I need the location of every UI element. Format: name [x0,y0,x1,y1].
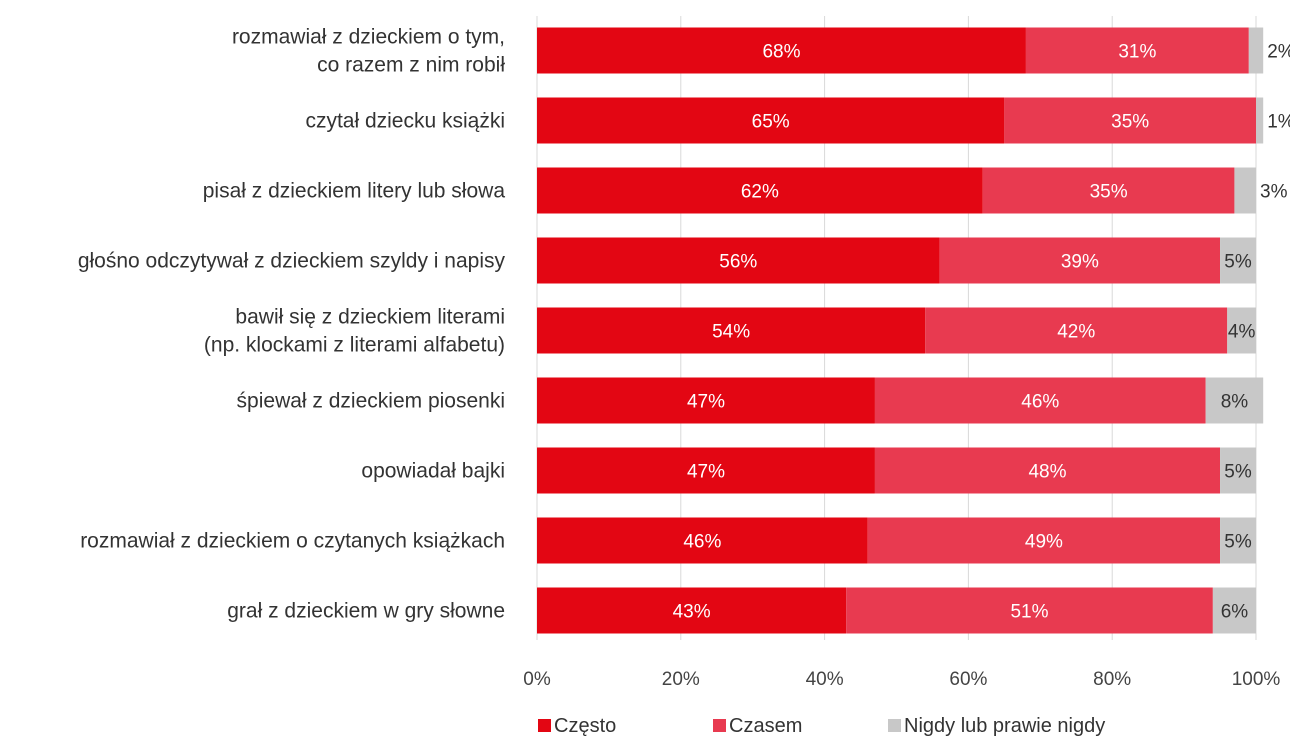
bar-segment [1004,97,1256,144]
bar-segment [537,97,1005,144]
legend-label: Czasem [729,715,802,737]
bar-segment [1227,307,1256,354]
x-tick-label: 40% [806,669,844,690]
legend-swatch [538,719,551,732]
value-label: 48% [1028,462,1066,483]
bar-segment [867,517,1221,564]
category-label: czytał dziecku książki [305,110,505,133]
bar-segment [1220,517,1256,564]
bar-segment [925,307,1228,354]
category-label: głośno odczytywał z dzieckiem szyldy i n… [78,250,506,273]
category-label: grał z dzieckiem w gry słowne [227,600,505,623]
bar-segment [537,377,875,424]
bars [537,27,1264,634]
legend-item: Często [538,715,616,737]
bar-segment [1205,377,1264,424]
value-label: 39% [1061,252,1099,273]
legend-item: Czasem [713,715,802,737]
value-label: 6% [1221,602,1249,623]
bar-segment [537,447,875,494]
value-label: 5% [1224,532,1252,553]
bar-segment [537,167,983,214]
bar-segment [874,377,1206,424]
value-label: 47% [687,392,725,413]
bar-segment [1234,167,1256,214]
category-label: pisał z dzieckiem litery lub słowa [203,180,506,203]
value-label: 35% [1111,112,1149,133]
bar-segment [982,167,1235,214]
value-label: 49% [1025,532,1063,553]
legend: Często Czasem Nigdy lub prawie nigdy [538,715,1105,737]
value-label: 65% [752,112,790,133]
value-label: 51% [1010,602,1048,623]
bar-segment [1248,27,1264,74]
category-label: śpiewał z dzieckiem piosenki [237,390,505,413]
category-label: rozmawiał z dzieckiem o tym, co razem z n… [232,26,505,77]
value-label: 42% [1057,322,1095,343]
bar-segment [537,27,1026,74]
x-tick-label: 60% [949,669,987,690]
category-label: bawił się z dzieckiem literami (np. klock… [204,306,505,357]
x-tick-label: 100% [1232,669,1281,690]
value-label: 8% [1221,392,1249,413]
value-label: 31% [1118,42,1156,63]
value-label: 35% [1090,182,1128,203]
value-label: 3% [1260,182,1288,203]
bar-segment [537,307,926,354]
x-tick-label: 0% [523,669,551,690]
legend-swatch [713,719,726,732]
x-tick-label: 20% [662,669,700,690]
legend-label: Nigdy lub prawie nigdy [904,715,1105,737]
bar-segment [1256,97,1264,144]
value-label: 4% [1228,322,1256,343]
bar-segment [846,587,1213,634]
value-label: 2% [1267,42,1290,63]
bar-segment [1220,447,1256,494]
bar-segment [939,237,1221,284]
bar-segment [1025,27,1249,74]
value-label: 5% [1224,252,1252,273]
value-label: 43% [673,602,711,623]
bar-segment [537,237,940,284]
category-label: rozmawiał z dzieckiem o czytanych książk… [80,530,505,553]
value-label: 68% [762,42,800,63]
bar-segment [874,447,1221,494]
value-label: 5% [1224,462,1252,483]
category-label: opowiadał bajki [361,460,505,483]
value-label: 47% [687,462,725,483]
x-axis-tick-labels: 0% 20% 40% 60% 80% 100% [523,669,1280,690]
bar-segment [537,587,847,634]
value-labels: 68% 31% 2% 65% 35% 1% 62% 35% 3% 56% 39% 5% 54% 42% 4%… [673,42,1290,623]
category-labels: rozmawiał z dzieckiem o tym, co razem z n… [78,26,506,623]
bar-segment [537,517,868,564]
x-tick-label: 80% [1093,669,1131,690]
value-label: 46% [1021,392,1059,413]
value-label: 1% [1267,112,1290,133]
value-label: 46% [683,532,721,553]
value-label: 62% [741,182,779,203]
legend-swatch [888,719,901,732]
bar-segment [1212,587,1256,634]
legend-label: Często [554,715,616,737]
value-label: 56% [719,252,757,273]
value-label: 54% [712,322,750,343]
legend-item: Nigdy lub prawie nigdy [888,715,1105,737]
bar-segment [1220,237,1256,284]
